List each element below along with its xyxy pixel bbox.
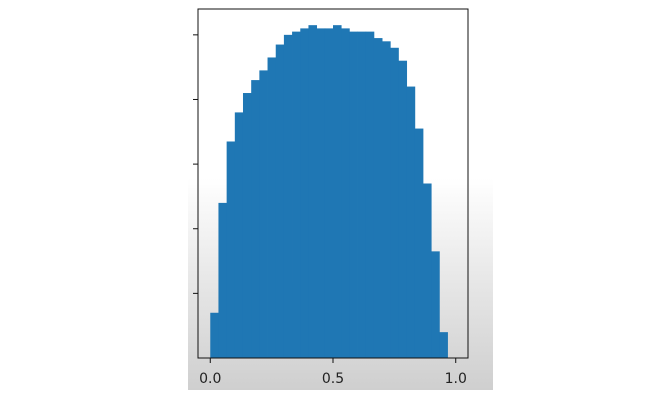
histogram-bar xyxy=(423,183,432,358)
x-ticks: 0.0 0.5 1.0 xyxy=(199,358,467,387)
histogram-bar xyxy=(275,44,285,359)
histogram-bar xyxy=(226,141,236,358)
histogram-bar xyxy=(308,25,318,358)
histogram-bar xyxy=(341,28,350,358)
histogram-bar xyxy=(292,31,301,359)
histogram-bar xyxy=(251,80,260,358)
histogram-bar xyxy=(333,25,342,358)
histogram-bar xyxy=(365,31,375,359)
histogram-bar xyxy=(316,28,326,358)
histogram-bar xyxy=(431,251,440,358)
y-ticks xyxy=(193,34,198,294)
x-tick-label: 1.0 xyxy=(445,371,467,387)
histogram-bar xyxy=(373,38,383,358)
histogram-bar xyxy=(234,112,244,358)
histogram-bar xyxy=(357,31,367,359)
histogram-bar xyxy=(414,128,424,358)
histogram-bar xyxy=(210,312,219,358)
histogram-bar xyxy=(300,28,309,358)
histogram-bar xyxy=(324,28,334,358)
histogram-bar xyxy=(439,332,448,358)
histogram-bar xyxy=(283,34,293,358)
histogram-bar xyxy=(218,202,228,358)
histogram-bar xyxy=(349,31,358,359)
histogram-bar xyxy=(398,60,408,358)
histogram-bar xyxy=(406,86,416,358)
histogram-bar xyxy=(382,41,391,359)
x-tick-label: 0.5 xyxy=(322,371,344,387)
histogram-bar xyxy=(267,57,277,358)
histogram-bar xyxy=(242,93,252,359)
x-tick-label: 0.0 xyxy=(199,371,221,387)
histogram-bar xyxy=(259,70,268,359)
histogram-bar xyxy=(390,47,399,358)
histogram-bars xyxy=(210,25,448,359)
